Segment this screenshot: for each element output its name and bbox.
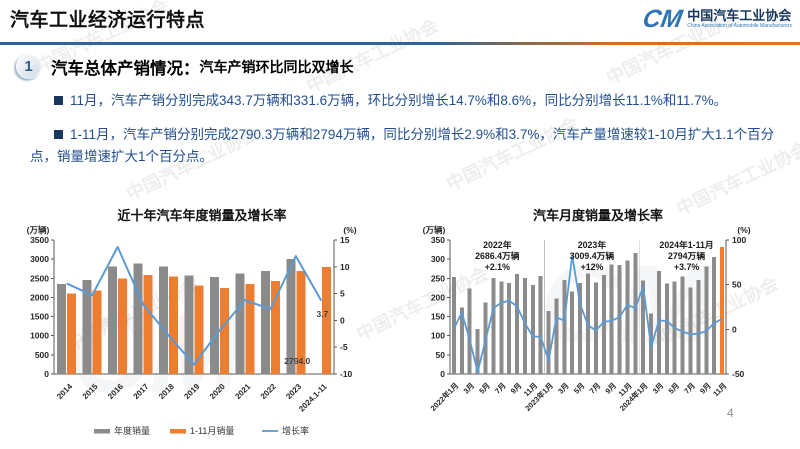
charts-row: 近十年汽车年度销量及增长率 0 500 1000 1500 2000 2500 3000 35… [4, 203, 796, 446]
bullet-text: 1-11月，汽车产销分别完成2790.3万辆和2794万辆，同比分别增长2.9%… [30, 126, 775, 164]
annual-sales-chart: 近十年汽车年度销量及增长率 0 500 1000 1500 2000 2500 3000 35… [4, 203, 400, 446]
svg-text:0: 0 [44, 369, 49, 379]
svg-text:+12%: +12% [581, 262, 604, 272]
svg-text:3500: 3500 [30, 235, 49, 245]
svg-text:150: 150 [431, 312, 445, 322]
svg-text:3月: 3月 [556, 381, 571, 396]
svg-text:2024年1-11月: 2024年1-11月 [659, 239, 713, 250]
svg-text:2016: 2016 [106, 382, 125, 401]
svg-text:9月: 9月 [603, 381, 618, 396]
svg-text:100: 100 [732, 235, 746, 245]
bullet-marker-icon [54, 96, 63, 105]
svg-text:(万辆): (万辆) [423, 225, 446, 235]
section-heading-sub: 汽车产销环比同比双增长 [199, 58, 354, 75]
svg-text:2020: 2020 [208, 382, 227, 401]
svg-text:(%): (%) [343, 225, 356, 235]
bullet-item: 11月，汽车产销分别完成343.7万辆和331.6万辆，环比分别增长14.7%和… [30, 90, 778, 112]
bullet-text: 11月，汽车产销分别完成343.7万辆和331.6万辆，环比分别增长14.7%和… [70, 93, 728, 108]
svg-text:5: 5 [340, 289, 345, 299]
bullet-list: 11月，汽车产销分别完成343.7万辆和331.6万辆，环比分别增长14.7%和… [30, 90, 778, 180]
svg-text:2022年: 2022年 [483, 239, 512, 250]
svg-text:2021: 2021 [233, 382, 252, 401]
svg-text:50: 50 [436, 350, 446, 360]
svg-text:2022: 2022 [259, 382, 278, 401]
svg-text:5月: 5月 [477, 381, 492, 396]
monthly-chart-title: 汽车月度销量及增长率 [532, 208, 663, 223]
caam-logo-name-cn: 中国汽车工业协会 [687, 8, 792, 24]
svg-text:7月: 7月 [588, 381, 603, 396]
svg-text:3月: 3月 [651, 381, 666, 396]
svg-text:50: 50 [732, 280, 742, 290]
svg-text:-10: -10 [340, 369, 353, 379]
svg-text:2022年1月: 2022年1月 [428, 380, 460, 412]
monthly-sales-chart: 汽车月度销量及增长率 0 50 100 150 200 250 300 350 -50 0 50 10… [400, 203, 796, 446]
svg-text:250: 250 [431, 273, 445, 283]
bullet-marker-icon [54, 129, 63, 139]
svg-text:300: 300 [431, 254, 445, 264]
annual-chart-svg: 0500100015002000250030003500-10-5051015(… [27, 225, 357, 436]
page-number: 4 [727, 406, 734, 420]
svg-text:3009.4万辆: 3009.4万辆 [570, 250, 615, 261]
svg-text:2000: 2000 [30, 292, 49, 302]
section-number-badge: 1 [16, 54, 41, 79]
svg-text:0: 0 [440, 369, 445, 379]
svg-text:2794万辆: 2794万辆 [668, 250, 705, 261]
svg-text:2015: 2015 [81, 382, 100, 401]
bullet-item: 1-11月，汽车产销分别完成2790.3万辆和2794万辆，同比分别增长2.9%… [30, 124, 778, 168]
svg-text:(万辆): (万辆) [27, 225, 50, 235]
svg-text:5月: 5月 [667, 381, 682, 396]
svg-text:2686.4万辆: 2686.4万辆 [475, 250, 520, 261]
svg-text:-50: -50 [732, 369, 745, 379]
svg-text:500: 500 [35, 350, 49, 360]
svg-text:增长率: 增长率 [282, 425, 309, 436]
svg-text:11月: 11月 [711, 381, 728, 398]
svg-text:2018: 2018 [157, 382, 176, 401]
annual-chart-title: 近十年汽车年度销量及增长率 [117, 208, 287, 223]
svg-text:2023: 2023 [284, 382, 303, 401]
svg-text:350: 350 [431, 235, 445, 245]
svg-text:15: 15 [340, 235, 350, 245]
svg-text:9月: 9月 [698, 381, 713, 396]
svg-text:3.7: 3.7 [316, 309, 328, 319]
caam-logo-mark-icon: CM [640, 5, 685, 33]
svg-text:7月: 7月 [682, 381, 697, 396]
header-divider [0, 42, 800, 45]
svg-text:2014: 2014 [55, 382, 74, 401]
svg-text:2794.0: 2794.0 [284, 356, 310, 366]
svg-text:3月: 3月 [462, 381, 477, 396]
section-heading: 1 汽车总体产销情况： 汽车产销环比同比双增长 [16, 54, 354, 79]
svg-text:-5: -5 [340, 342, 348, 352]
caam-logo-text: 中国汽车工业协会 China Association of Automobile… [687, 8, 792, 30]
svg-text:(%): (%) [737, 225, 750, 235]
svg-text:+3.7%: +3.7% [674, 262, 699, 272]
svg-text:+2.1%: +2.1% [485, 262, 510, 272]
caam-logo: CM 中国汽车工业协会 China Association of Automob… [640, 5, 792, 33]
svg-text:2024.1-11: 2024.1-11 [297, 382, 329, 414]
section-heading-main: 汽车总体产销情况： [51, 59, 200, 78]
svg-text:100: 100 [431, 331, 445, 341]
svg-text:0: 0 [732, 324, 737, 334]
svg-text:3000: 3000 [30, 254, 49, 264]
svg-text:9月: 9月 [509, 381, 524, 396]
caam-logo-name-en: China Association of Automobile Manufact… [687, 23, 792, 30]
monthly-chart-svg: 0 50 100 150 200 250 300 350 -50 0 50 100 (万辆) (%) 202… [423, 225, 751, 413]
svg-text:200: 200 [431, 292, 445, 302]
svg-text:2017: 2017 [132, 382, 151, 401]
svg-text:1500: 1500 [30, 312, 49, 322]
svg-text:2019: 2019 [182, 382, 201, 401]
svg-text:0: 0 [340, 315, 345, 325]
svg-text:10: 10 [340, 262, 350, 272]
svg-text:2500: 2500 [30, 273, 49, 283]
page-title: 汽车工业经济运行特点 [10, 10, 206, 31]
svg-text:2023年: 2023年 [578, 239, 607, 250]
svg-text:1-11月销量: 1-11月销量 [190, 425, 234, 436]
svg-text:5月: 5月 [572, 381, 587, 396]
svg-text:7月: 7月 [493, 381, 508, 396]
svg-text:年度销量: 年度销量 [114, 425, 150, 436]
svg-text:1000: 1000 [30, 331, 49, 341]
